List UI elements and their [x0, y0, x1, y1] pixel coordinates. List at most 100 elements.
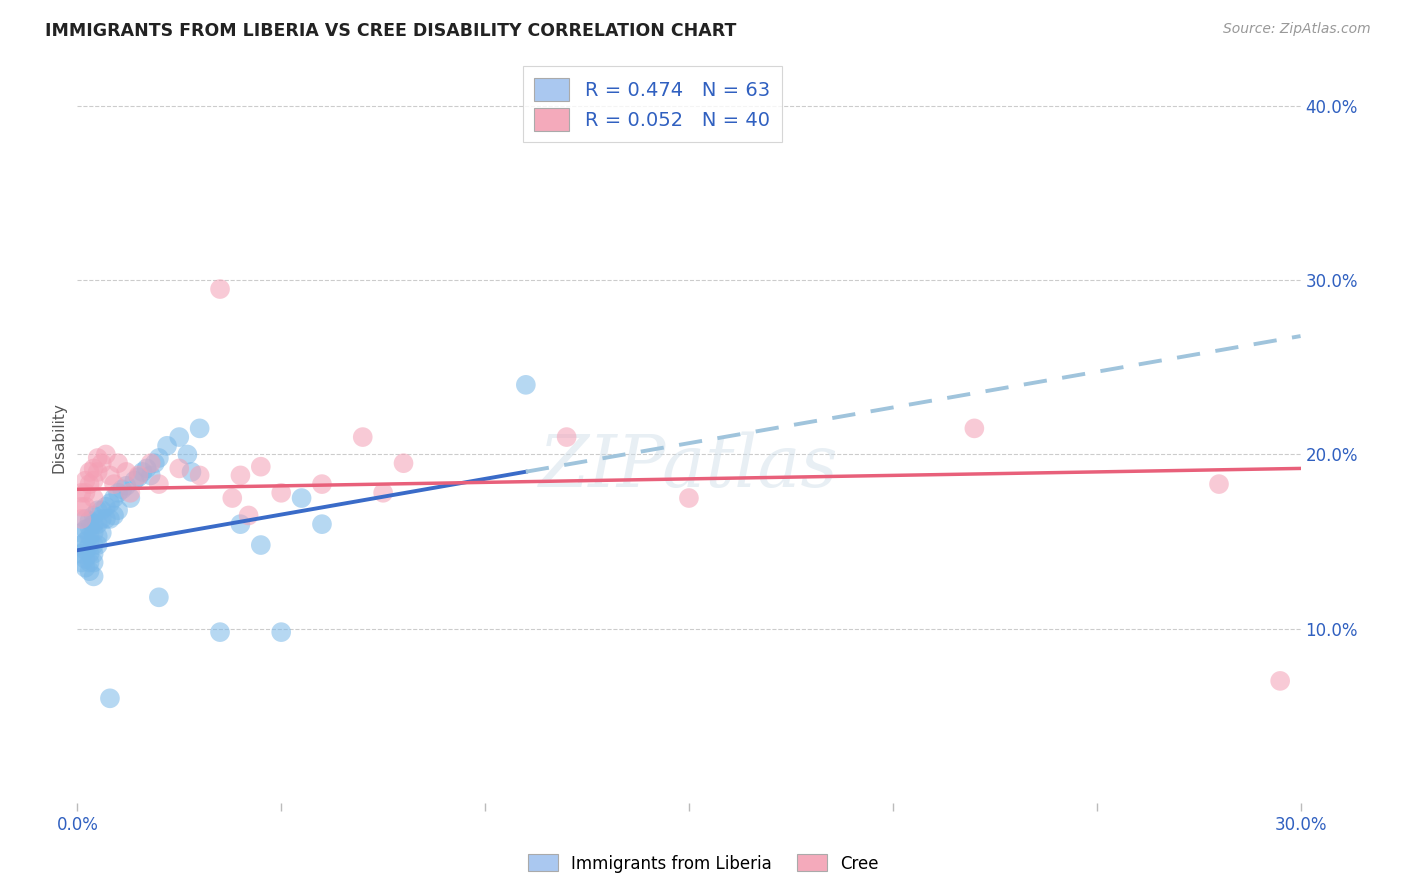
Point — [250, 459, 273, 474]
Point — [94, 448, 117, 462]
Point — [94, 512, 117, 526]
Point — [238, 508, 260, 523]
Point — [120, 485, 142, 500]
Point — [98, 496, 121, 510]
Point — [79, 538, 101, 552]
Point — [107, 485, 129, 500]
Point — [98, 691, 121, 706]
Point — [79, 465, 101, 479]
Point — [75, 543, 97, 558]
Point — [83, 491, 105, 505]
Point — [79, 556, 101, 570]
Point — [135, 461, 157, 475]
Point — [176, 448, 198, 462]
Point — [70, 525, 93, 540]
Point — [83, 474, 105, 488]
Point — [75, 512, 97, 526]
Point — [87, 465, 110, 479]
Point — [70, 538, 93, 552]
Point — [83, 538, 105, 552]
Point — [87, 538, 110, 552]
Point — [148, 450, 170, 465]
Point — [115, 465, 138, 479]
Point — [87, 529, 110, 543]
Point — [371, 485, 394, 500]
Point — [103, 477, 125, 491]
Point — [209, 625, 232, 640]
Point — [156, 439, 179, 453]
Point — [90, 456, 112, 470]
Point — [83, 525, 105, 540]
Point — [148, 591, 170, 605]
Legend: Immigrants from Liberia, Cree: Immigrants from Liberia, Cree — [520, 847, 886, 880]
Point — [87, 517, 110, 532]
Point — [169, 430, 191, 444]
Point — [75, 552, 97, 566]
Legend: R = 0.474   N = 63, R = 0.052   N = 40: R = 0.474 N = 63, R = 0.052 N = 40 — [523, 66, 782, 143]
Point — [83, 556, 105, 570]
Point — [209, 282, 232, 296]
Point — [79, 564, 101, 578]
Point — [124, 474, 146, 488]
Point — [128, 470, 150, 484]
Point — [270, 485, 292, 500]
Point — [311, 517, 333, 532]
Point — [188, 468, 211, 483]
Point — [70, 556, 93, 570]
Point — [103, 508, 125, 523]
Y-axis label: Disability: Disability — [51, 401, 66, 473]
Point — [83, 569, 105, 583]
Point — [94, 500, 117, 514]
Point — [75, 534, 97, 549]
Point — [352, 430, 374, 444]
Point — [70, 547, 93, 561]
Point — [139, 468, 162, 483]
Point — [87, 503, 110, 517]
Point — [107, 503, 129, 517]
Text: ZIPatlas: ZIPatlas — [538, 431, 839, 501]
Point — [75, 485, 97, 500]
Point — [70, 485, 93, 500]
Point — [229, 468, 252, 483]
Point — [70, 500, 93, 514]
Point — [83, 517, 105, 532]
Point — [148, 477, 170, 491]
Point — [515, 377, 537, 392]
Point — [270, 625, 292, 640]
Point — [128, 468, 150, 483]
Point — [250, 538, 273, 552]
Text: IMMIGRANTS FROM LIBERIA VS CREE DISABILITY CORRELATION CHART: IMMIGRANTS FROM LIBERIA VS CREE DISABILI… — [45, 22, 737, 40]
Point — [111, 483, 134, 497]
Point — [75, 522, 97, 536]
Point — [963, 421, 986, 435]
Point — [555, 430, 578, 444]
Point — [98, 468, 121, 483]
Point — [90, 512, 112, 526]
Point — [75, 560, 97, 574]
Point — [79, 514, 101, 528]
Point — [131, 465, 153, 479]
Point — [311, 477, 333, 491]
Point — [115, 479, 138, 493]
Point — [90, 503, 112, 517]
Point — [120, 491, 142, 505]
Point — [107, 456, 129, 470]
Point — [90, 525, 112, 540]
Point — [169, 461, 191, 475]
Point — [87, 450, 110, 465]
Point — [79, 529, 101, 543]
Point — [291, 491, 314, 505]
Point — [221, 491, 243, 505]
Point — [83, 508, 105, 523]
Point — [79, 547, 101, 561]
Text: Source: ZipAtlas.com: Source: ZipAtlas.com — [1223, 22, 1371, 37]
Point — [98, 512, 121, 526]
Point — [70, 512, 93, 526]
Point — [1270, 673, 1292, 688]
Point — [678, 491, 700, 505]
Point — [83, 547, 105, 561]
Point — [75, 500, 97, 514]
Point — [79, 477, 101, 491]
Point — [83, 461, 105, 475]
Point — [392, 456, 415, 470]
